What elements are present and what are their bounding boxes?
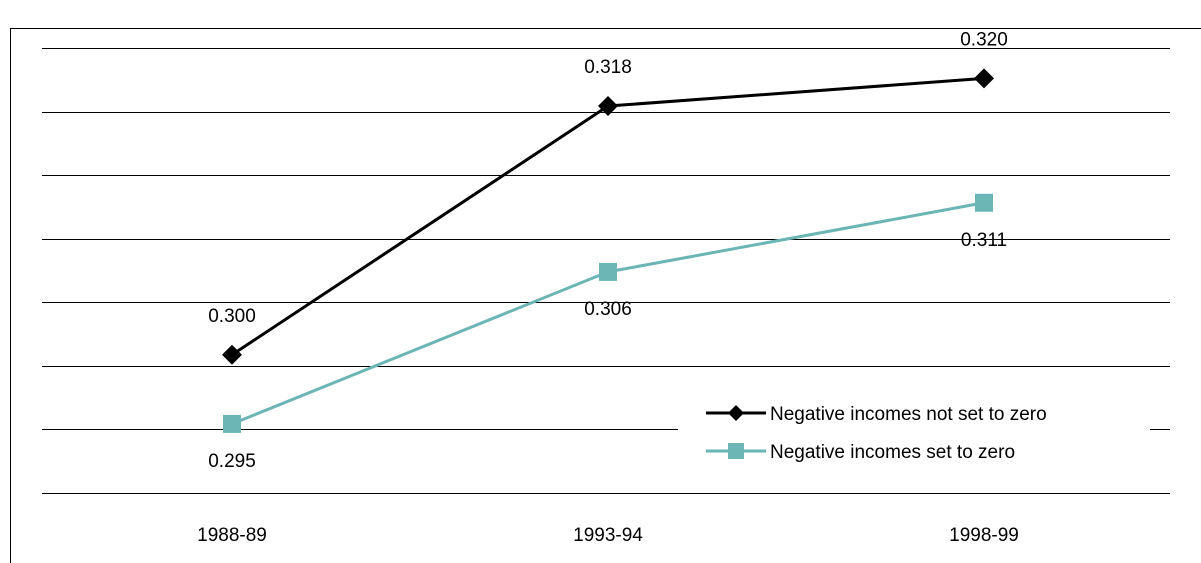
- legend-swatch-marker: [728, 443, 744, 459]
- x-axis-ticks: 1988-89 1993-94 1998-99: [197, 525, 1019, 546]
- legend-label: Negative incomes set to zero: [770, 442, 1015, 463]
- data-point-marker: [598, 96, 618, 117]
- legend-background: [678, 386, 1150, 476]
- legend: Negative incomes not set to zero Negative…: [678, 386, 1150, 476]
- x-tick-label: 1988-89: [197, 525, 267, 546]
- x-tick-label: 1998-99: [949, 525, 1019, 546]
- data-point-marker: [222, 344, 242, 365]
- data-label: 0.311: [961, 230, 1007, 251]
- legend-label: Negative incomes not set to zero: [770, 404, 1047, 425]
- data-label: 0.295: [208, 451, 256, 472]
- legend-swatch-marker: [728, 405, 744, 421]
- data-point-marker: [975, 193, 993, 212]
- data-labels: 0.300 0.318 0.320 0.295 0.306 0.311: [208, 29, 1008, 471]
- data-label: 0.320: [960, 29, 1008, 50]
- data-point-marker: [223, 414, 241, 433]
- series-markers: [222, 68, 994, 433]
- data-point-marker: [599, 262, 617, 281]
- data-point-marker: [974, 68, 994, 89]
- gridlines: [42, 48, 1170, 494]
- series-lines: [231, 76, 985, 426]
- data-label: 0.318: [584, 57, 632, 78]
- data-label: 0.306: [584, 299, 632, 320]
- x-tick-label: 1993-94: [573, 525, 643, 546]
- data-label: 0.300: [208, 306, 256, 327]
